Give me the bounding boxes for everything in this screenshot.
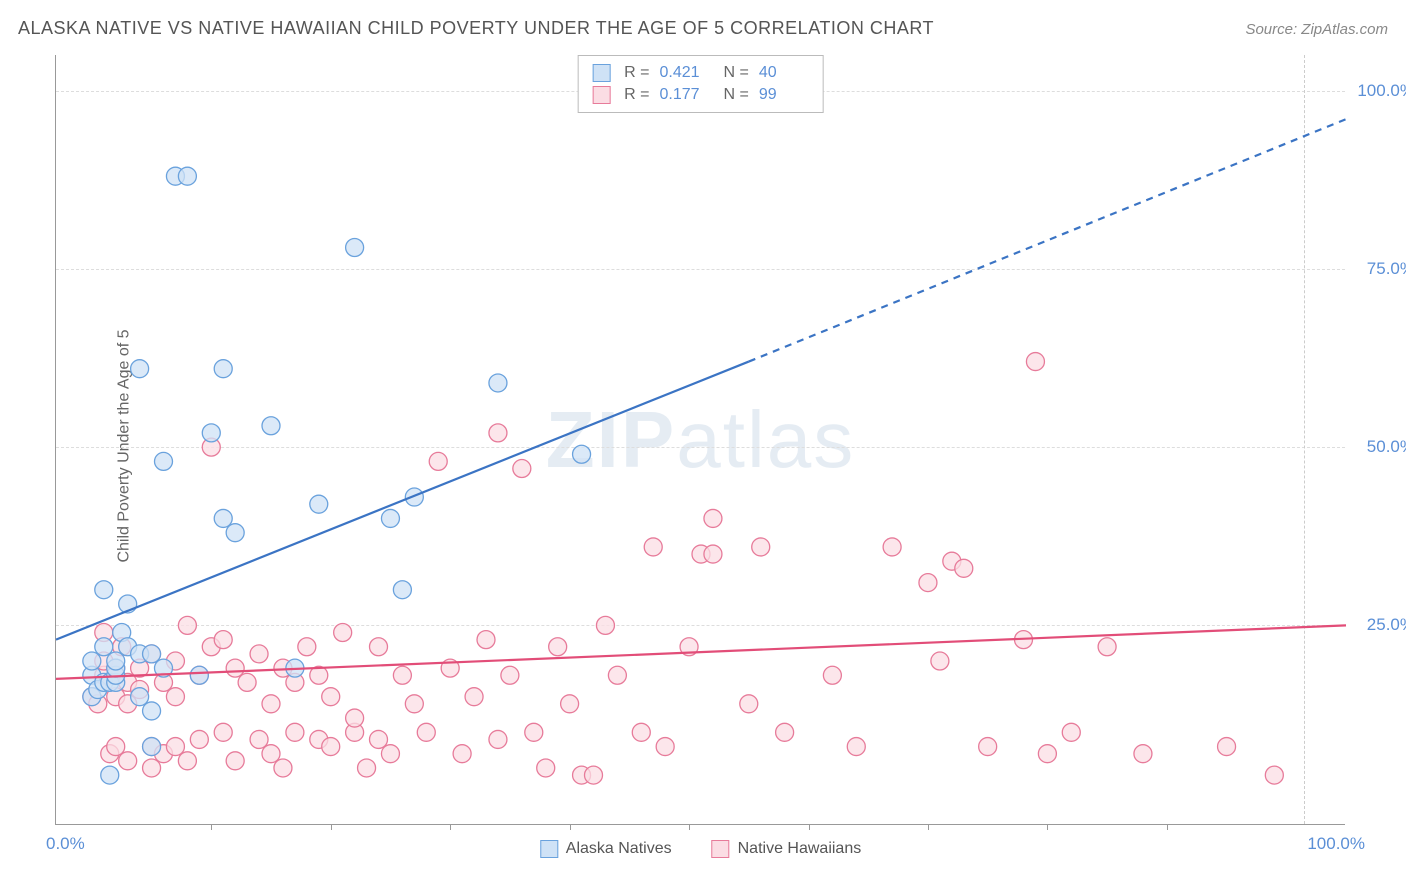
y-tick-label: 50.0% xyxy=(1367,437,1406,457)
legend-label-hawaiian: Native Hawaiians xyxy=(738,840,862,858)
x-tick xyxy=(1167,824,1168,830)
plot-area: ZIPatlas 25.0%50.0%75.0%100.0% 0.0% 100.… xyxy=(55,55,1345,825)
n-alaska: 40 xyxy=(759,64,809,82)
x-tick xyxy=(331,824,332,830)
x-tick xyxy=(450,824,451,830)
x-tick-right: 100.0% xyxy=(1307,834,1365,854)
x-tick xyxy=(689,824,690,830)
source-attribution: Source: ZipAtlas.com xyxy=(1245,21,1388,38)
stats-row-alaska: R = 0.421 N = 40 xyxy=(592,62,809,84)
stats-legend: R = 0.421 N = 40 R = 0.177 N = 99 xyxy=(577,55,824,113)
y-tick-label: 100.0% xyxy=(1357,81,1406,101)
chart-title: ALASKA NATIVE VS NATIVE HAWAIIAN CHILD P… xyxy=(18,18,934,39)
x-tick xyxy=(809,824,810,830)
x-tick xyxy=(570,824,571,830)
x-tick xyxy=(928,824,929,830)
series-legend: Alaska Natives Native Hawaiians xyxy=(540,840,861,858)
stats-row-hawaiian: R = 0.177 N = 99 xyxy=(592,84,809,106)
r-alaska: 0.421 xyxy=(660,64,710,82)
y-tick-label: 25.0% xyxy=(1367,615,1406,635)
swatch-hawaiian xyxy=(592,86,610,104)
r-hawaiian: 0.177 xyxy=(660,86,710,104)
swatch-alaska xyxy=(592,64,610,82)
legend-item-alaska: Alaska Natives xyxy=(540,840,672,858)
x-tick-left: 0.0% xyxy=(46,834,85,854)
legend-item-hawaiian: Native Hawaiians xyxy=(712,840,862,858)
legend-label-alaska: Alaska Natives xyxy=(566,840,672,858)
n-hawaiian: 99 xyxy=(759,86,809,104)
x-tick xyxy=(211,824,212,830)
swatch-hawaiian-bottom xyxy=(712,840,730,858)
scatter-svg xyxy=(56,55,1345,824)
x-tick xyxy=(1047,824,1048,830)
y-tick-label: 75.0% xyxy=(1367,259,1406,279)
swatch-alaska-bottom xyxy=(540,840,558,858)
